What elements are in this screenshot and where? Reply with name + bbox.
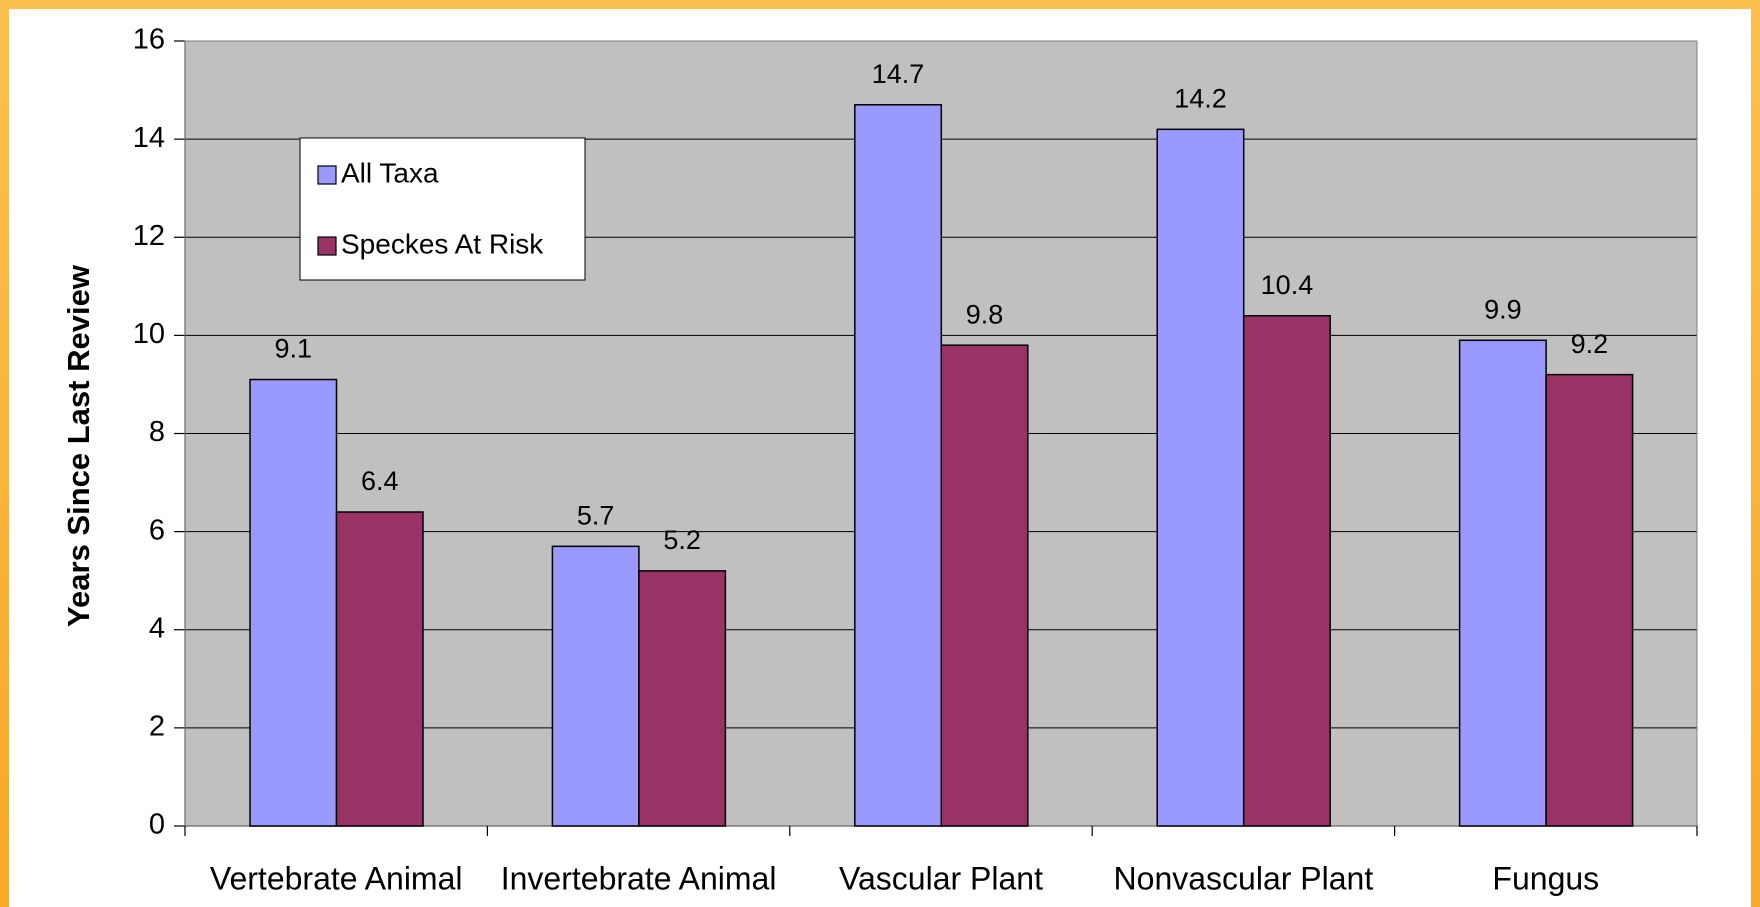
y-tick-label: 6 [149,514,165,546]
legend-swatch [317,236,337,256]
legend-label: Speckes At Risk [341,228,544,259]
y-tick-label: 14 [133,122,165,154]
legend-box [299,137,586,281]
bar [249,378,338,827]
data-label: 14.7 [872,59,925,89]
bar [940,344,1029,827]
bar [1242,315,1331,827]
bar [1545,373,1634,827]
x-tick-label: Fungus [1492,860,1599,896]
bar [551,545,640,827]
y-tick-label: 16 [133,24,165,56]
bar [1156,128,1245,827]
x-tick-label: Vertebrate Animal [210,860,463,896]
bar [638,570,727,827]
data-label: 9.9 [1484,294,1522,324]
bar [1458,339,1547,827]
x-tick-label: Vascular Plant [839,860,1043,896]
data-label: 6.4 [361,466,399,496]
y-tick-label: 0 [149,809,165,841]
legend: All Taxa Speckes At Risk [299,137,586,281]
data-label: 9.1 [274,334,312,364]
data-label: 5.7 [577,500,615,530]
legend-swatch [317,165,337,185]
x-tick-label: Nonvascular Plant [1114,860,1374,896]
data-label: 5.2 [663,525,701,555]
y-tick-label: 2 [149,711,165,743]
legend-label: All Taxa [341,157,439,188]
bar [854,104,943,827]
bar [335,511,424,827]
data-label: 9.8 [966,299,1004,329]
y-tick-label: 4 [149,612,165,644]
y-tick-label: 12 [133,220,165,252]
data-label: 14.2 [1174,83,1227,113]
data-label: 10.4 [1261,270,1314,300]
y-axis-title: Years Since Last Review [61,264,96,627]
y-tick-label: 8 [149,416,165,448]
data-label: 9.2 [1571,329,1609,359]
x-tick-label: Invertebrate Animal [501,860,777,896]
y-tick-label: 10 [133,318,165,350]
